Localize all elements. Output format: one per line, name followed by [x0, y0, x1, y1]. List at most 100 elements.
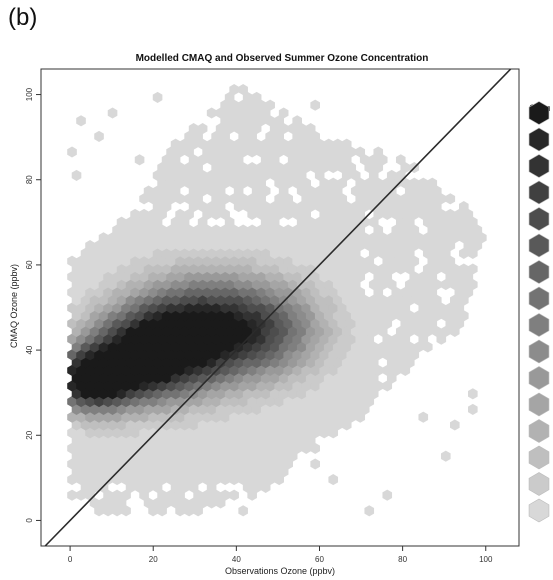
hex-cell	[301, 224, 311, 236]
hex-cell	[260, 185, 271, 197]
hex-cell	[188, 325, 199, 337]
hex-cell	[80, 310, 91, 322]
hex-cell	[215, 138, 226, 150]
hex-cell	[355, 208, 366, 220]
hex-cell	[134, 232, 145, 244]
hex-cell	[89, 435, 100, 447]
hex-cell	[328, 208, 339, 220]
hex-cell	[179, 419, 190, 431]
hex-cell	[184, 286, 194, 298]
hex-cell	[139, 286, 149, 298]
hex-cell	[427, 193, 438, 205]
hex-cell	[459, 263, 469, 275]
hex-cell	[292, 208, 302, 220]
hex-cell	[94, 302, 104, 314]
hex-cell	[121, 427, 131, 439]
hex-cell	[274, 115, 284, 127]
hex-cell	[332, 341, 343, 353]
hex-cell	[202, 349, 212, 361]
hex-cell	[197, 232, 208, 244]
hex-cell	[139, 333, 149, 345]
hex-cell	[152, 247, 163, 259]
hex-cell	[71, 341, 82, 353]
hex-cell	[71, 357, 82, 369]
hex-cell	[427, 286, 438, 298]
hex-cell	[161, 466, 172, 478]
hex-cell	[337, 224, 348, 236]
hex-cell	[139, 208, 149, 220]
y-tick-label: 40	[25, 345, 34, 354]
hex-cell	[395, 263, 406, 275]
hex-cell	[283, 255, 293, 267]
hex-cell	[319, 396, 330, 408]
hex-cell	[188, 357, 199, 369]
hex-cell	[170, 450, 181, 462]
hex-cell	[269, 372, 280, 384]
hex-cell	[238, 302, 248, 314]
hex-cell	[206, 388, 217, 400]
hex-cell	[166, 396, 176, 408]
hex-cell	[238, 364, 248, 376]
hex-cell	[305, 325, 316, 337]
hex-cell	[134, 247, 145, 259]
hex-cell	[332, 247, 343, 259]
hex-cell	[395, 325, 406, 337]
hex-cell	[319, 193, 330, 205]
hex-cell	[332, 201, 343, 213]
hex-cell	[229, 333, 239, 345]
hex-cell	[314, 357, 325, 369]
hex-cell	[251, 466, 262, 478]
legend-swatch	[528, 154, 550, 178]
hex-cell	[359, 310, 370, 322]
hex-cell	[256, 458, 266, 470]
hex-cell	[179, 310, 190, 322]
hex-cell	[359, 388, 370, 400]
hex-cell	[188, 263, 199, 275]
hex-cell	[80, 279, 91, 291]
hex-cell	[269, 123, 280, 135]
hex-cell	[103, 240, 113, 252]
hex-cell	[175, 380, 185, 392]
hex-cell	[296, 263, 307, 275]
hex-cell	[359, 201, 370, 213]
hex-cell	[251, 450, 262, 462]
hex-cell	[143, 388, 154, 400]
hex-cell	[94, 240, 104, 252]
hex-cell	[166, 193, 176, 205]
hex-cell	[206, 497, 217, 509]
legend-swatch	[528, 366, 550, 390]
hex-cell	[265, 380, 275, 392]
hex-cell	[459, 201, 469, 213]
hex-cell	[103, 286, 113, 298]
hex-cell	[130, 380, 140, 392]
hex-cell	[170, 279, 181, 291]
hex-cell	[130, 427, 140, 439]
hex-cell	[404, 232, 415, 244]
hex-cell	[337, 364, 348, 376]
hex-cell	[175, 474, 185, 486]
hex-cell	[224, 450, 235, 462]
hex-cell	[283, 271, 293, 283]
hex-cell	[296, 138, 307, 150]
hex-cell	[445, 224, 456, 236]
hex-cell	[292, 130, 302, 142]
hex-cell	[323, 403, 334, 415]
hex-cell	[296, 154, 307, 166]
hex-cell	[310, 333, 321, 345]
hex-cell	[229, 442, 239, 454]
hex-cell	[224, 435, 235, 447]
hex-cell	[310, 364, 321, 376]
hex-cell	[170, 419, 181, 431]
hex-cell	[278, 279, 289, 291]
hex-cell	[197, 169, 208, 181]
hex-cell	[224, 372, 235, 384]
hex-cell	[346, 411, 357, 423]
hex-cell	[85, 302, 95, 314]
hex-cell	[404, 294, 415, 306]
hex-cell	[368, 294, 379, 306]
hex-cell	[89, 279, 100, 291]
hex-cell	[170, 232, 181, 244]
hex-cell	[341, 216, 352, 228]
hex-cell	[139, 224, 149, 236]
hex-cell	[319, 224, 330, 236]
